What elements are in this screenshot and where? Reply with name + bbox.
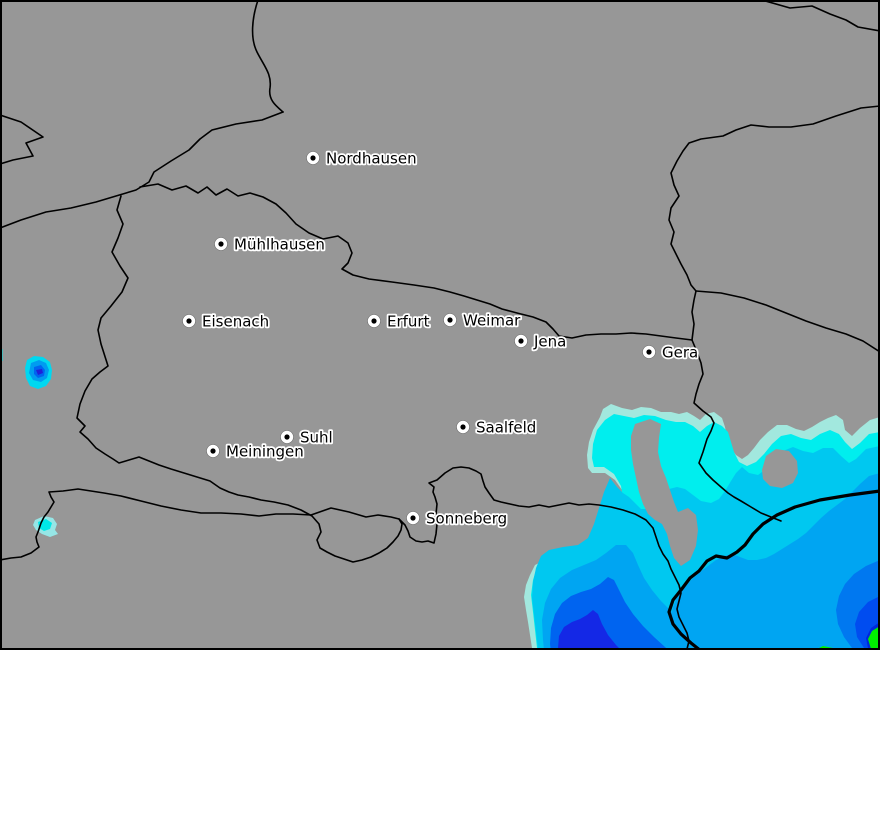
border-east-south (691, 339, 782, 522)
city-dot (646, 349, 652, 355)
footer-panel: Sim. max. Radarreflektivität (in dbZ) Mo… (0, 650, 880, 830)
city-marker-erfurt: Erfurt (367, 311, 431, 332)
city-label: Saalfeld (476, 419, 536, 437)
city-dot (210, 448, 216, 454)
radar-map: Nordhausen Mühlhausen Eisenach Erfurt Weimar… (0, 0, 880, 650)
border-northeast (668, 105, 880, 341)
city-label: Jena (533, 333, 566, 351)
city-marker-meiningen: Meiningen (206, 441, 306, 462)
cities-layer: Nordhausen Mühlhausen Eisenach Erfurt Weimar… (182, 148, 700, 529)
border-west-ridge (76, 195, 403, 563)
city-label: Suhl (300, 429, 333, 447)
city-marker-eisenach: Eisenach (182, 311, 271, 332)
city-dot (518, 338, 524, 344)
city-label: Nordhausen (326, 150, 417, 168)
city-label: Gera (662, 344, 698, 362)
city-label: Weimar (463, 312, 521, 330)
map-frame (0, 0, 880, 650)
city-marker-gera: Gera (642, 342, 700, 363)
city-label: Mühlhausen (234, 236, 325, 254)
city-marker-jena: Jena (514, 331, 568, 352)
city-dot (284, 434, 290, 440)
border-southwest-long (0, 466, 690, 650)
city-dot (310, 155, 316, 161)
border-country-thick (667, 489, 880, 650)
border-northeast-branch (695, 290, 880, 353)
city-dot (371, 318, 377, 324)
precipitation-field (0, 349, 880, 650)
city-dot (186, 318, 192, 324)
city-label: Meiningen (226, 443, 304, 461)
border-left-squiggle (0, 114, 44, 165)
border-northwest (139, 183, 693, 341)
city-label: Eisenach (202, 313, 269, 331)
radar-map-canvas: Nordhausen Mühlhausen Eisenach Erfurt Weimar… (0, 0, 880, 650)
city-dot (218, 241, 224, 247)
border-top-right (761, 0, 880, 32)
city-marker-weimar: Weimar (443, 310, 523, 331)
border-north-vertical (251, 0, 284, 113)
city-marker-sonneberg: Sonneberg (406, 508, 509, 529)
city-marker-mühlhausen: Mühlhausen (214, 234, 327, 255)
city-dot (447, 317, 453, 323)
city-label: Sonneberg (426, 510, 507, 528)
city-marker-nordhausen: Nordhausen (306, 148, 418, 169)
city-marker-suhl: Suhl (280, 427, 334, 448)
city-dot (410, 515, 416, 521)
city-marker-saalfeld: Saalfeld (456, 417, 538, 438)
state-borders (0, 0, 880, 650)
city-dot (460, 424, 466, 430)
city-label: Erfurt (387, 313, 430, 331)
border-west-long (0, 111, 284, 229)
